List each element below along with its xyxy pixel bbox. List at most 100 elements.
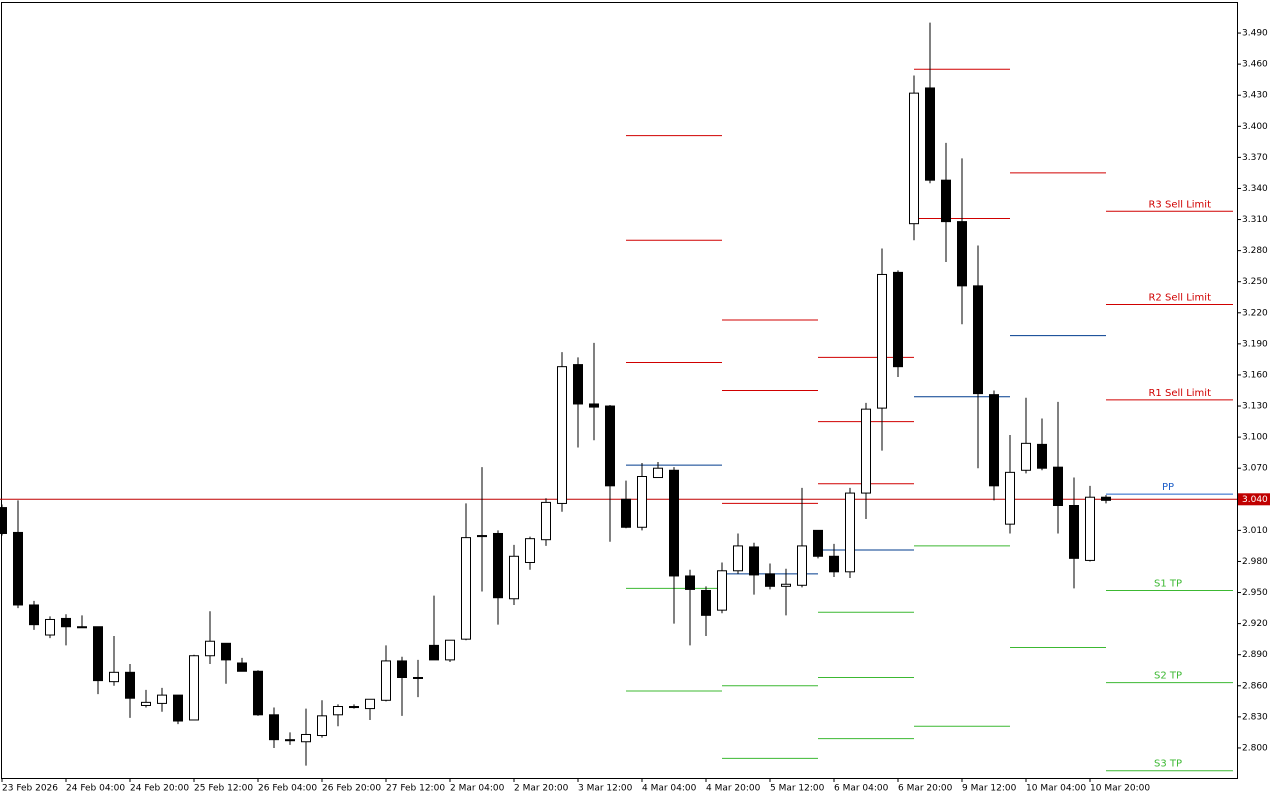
candle-body: [893, 271, 903, 368]
candle-body: [637, 475, 647, 528]
current-price-label: 3.040: [1242, 495, 1268, 505]
candle-body: [1005, 471, 1015, 525]
candle-body: [909, 92, 919, 225]
candle-body: [861, 408, 871, 494]
y-tick-label: 3.460: [1242, 60, 1268, 70]
current-price-tag: [1238, 493, 1270, 506]
y-tick-label: 2.890: [1242, 650, 1268, 660]
candle-body: [797, 545, 807, 586]
pivot-label: R2 Sell Limit: [1148, 293, 1211, 304]
y-tick-label: 3.250: [1242, 277, 1268, 287]
candle-body: [173, 694, 183, 722]
candle-body: [429, 644, 439, 661]
candle-body: [461, 537, 471, 640]
y-tick-label: 3.400: [1242, 122, 1268, 132]
candle-body: [749, 546, 759, 576]
candle-body: [189, 655, 199, 721]
candle-body: [0, 507, 7, 534]
plot-frame: [1, 2, 1238, 779]
candle-body: [237, 662, 247, 672]
candle-body: [125, 671, 135, 699]
candle-body: [989, 394, 999, 487]
candle-body: [29, 604, 39, 626]
candle-body: [957, 221, 967, 287]
candle-body: [1037, 443, 1047, 469]
candle-body: [13, 531, 23, 606]
candle-body: [141, 701, 151, 706]
candle-body: [877, 273, 887, 409]
candle-body: [701, 589, 711, 616]
candle-body: [93, 626, 103, 682]
candle-body: [1069, 505, 1079, 559]
pivot-label: R3 Sell Limit: [1148, 199, 1211, 210]
candle-body: [1085, 496, 1095, 561]
candle-body: [333, 706, 343, 716]
pivot-label: S1 TP: [1154, 578, 1182, 589]
candle-body: [61, 617, 71, 628]
candle-body: [349, 706, 359, 709]
candle-body: [413, 676, 423, 679]
candle-body: [717, 570, 727, 611]
candle-body: [829, 555, 839, 573]
y-tick-label: 2.950: [1242, 588, 1268, 598]
y-tick-label: 2.860: [1242, 681, 1268, 691]
x-tick-label: 24 Feb 04:00: [66, 784, 125, 794]
candle-body: [109, 671, 119, 683]
pivot-label: S3 TP: [1154, 759, 1182, 770]
candle-body: [317, 715, 327, 737]
candle-body: [477, 535, 487, 538]
candle-body: [221, 642, 231, 661]
y-tick-label: 3.310: [1242, 215, 1268, 225]
candle-body: [781, 583, 791, 587]
pivot-label: PP: [1162, 482, 1174, 493]
y-tick-label: 3.190: [1242, 339, 1268, 349]
candle-body: [269, 714, 279, 741]
y-tick-label: 3.370: [1242, 153, 1268, 163]
candle-body: [653, 467, 663, 479]
candle-body: [589, 403, 599, 408]
candle-body: [845, 492, 855, 573]
y-tick-label: 3.070: [1242, 464, 1268, 474]
x-tick-label: 26 Feb 20:00: [322, 784, 381, 794]
y-tick-label: 2.800: [1242, 743, 1268, 753]
candle-body: [253, 670, 263, 716]
candle-body: [1053, 466, 1063, 507]
x-tick-label: 5 Mar 12:00: [770, 784, 825, 794]
candle-body: [45, 618, 55, 636]
y-tick-label: 3.220: [1242, 308, 1268, 318]
candle-body: [525, 538, 535, 563]
y-tick-label: 3.490: [1242, 29, 1268, 39]
candle-body: [685, 575, 695, 590]
y-tick-label: 3.160: [1242, 370, 1268, 380]
x-tick-label: 26 Feb 04:00: [258, 784, 317, 794]
y-tick-label: 3.280: [1242, 246, 1268, 256]
y-tick-label: 2.830: [1242, 712, 1268, 722]
candle-body: [397, 660, 407, 678]
x-tick-label: 24 Feb 20:00: [130, 784, 189, 794]
candle-body: [365, 698, 375, 710]
candle-body: [765, 573, 775, 587]
candle-body: [557, 366, 567, 504]
x-tick-label: 9 Mar 12:00: [962, 784, 1017, 794]
candle-body: [77, 626, 87, 629]
candle-body: [541, 501, 551, 541]
candle-body: [813, 529, 823, 557]
candle-body: [733, 545, 743, 572]
x-tick-label: 23 Feb 2026: [2, 784, 58, 794]
candle-body: [1021, 442, 1031, 471]
candle-body: [573, 364, 583, 405]
x-tick-label: 27 Feb 12:00: [386, 784, 445, 794]
candle-body: [205, 640, 215, 657]
pivot-label: S2 TP: [1154, 671, 1182, 682]
y-tick-label: 3.100: [1242, 433, 1268, 443]
candle-body: [925, 87, 935, 181]
candle-body: [445, 639, 455, 661]
y-tick-label: 3.130: [1242, 402, 1268, 412]
x-tick-label: 10 Mar 04:00: [1026, 784, 1086, 794]
x-tick-label: 6 Mar 20:00: [898, 784, 953, 794]
y-tick-label: 2.920: [1242, 619, 1268, 629]
candle-body: [285, 739, 295, 742]
x-tick-label: 25 Feb 12:00: [194, 784, 253, 794]
candle-body: [973, 285, 983, 395]
x-tick-label: 2 Mar 20:00: [514, 784, 569, 794]
